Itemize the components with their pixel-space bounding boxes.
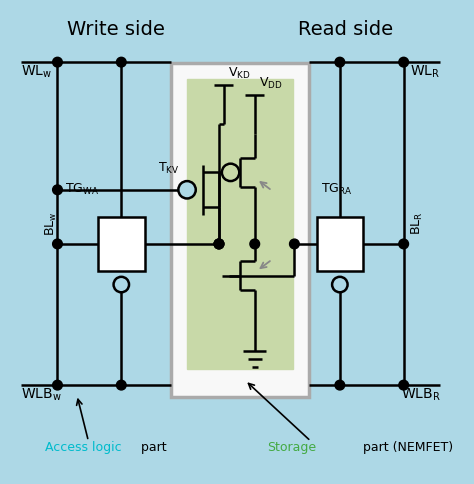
Circle shape — [290, 239, 299, 249]
Text: Storage: Storage — [267, 441, 316, 454]
Text: WL$_\mathsf{w}$: WL$_\mathsf{w}$ — [21, 64, 52, 80]
Text: BL$_\mathsf{R}$: BL$_\mathsf{R}$ — [410, 212, 425, 235]
Circle shape — [335, 57, 345, 67]
Circle shape — [53, 239, 62, 249]
Text: part (NEMFET): part (NEMFET) — [359, 441, 453, 454]
Circle shape — [399, 380, 409, 390]
Text: WLB$_\mathsf{w}$: WLB$_\mathsf{w}$ — [21, 387, 62, 404]
Text: V$_\mathsf{KD}$: V$_\mathsf{KD}$ — [228, 66, 250, 81]
Circle shape — [114, 277, 129, 292]
Text: WLB$_\mathsf{R}$: WLB$_\mathsf{R}$ — [401, 387, 440, 404]
Circle shape — [335, 380, 345, 390]
Text: Read side: Read side — [298, 20, 393, 39]
Circle shape — [117, 380, 126, 390]
Circle shape — [53, 185, 62, 195]
Bar — [98, 217, 145, 271]
Text: T$_\mathsf{KV}$: T$_\mathsf{KV}$ — [158, 161, 180, 176]
Circle shape — [53, 57, 62, 67]
Text: Access logic: Access logic — [46, 441, 122, 454]
Circle shape — [250, 239, 260, 249]
Circle shape — [214, 239, 224, 249]
Text: TG$_\mathsf{WA}$: TG$_\mathsf{WA}$ — [65, 182, 99, 197]
Bar — [187, 78, 293, 369]
Text: TG$_\mathsf{RA}$: TG$_\mathsf{RA}$ — [320, 182, 352, 197]
Text: Write side: Write side — [66, 20, 164, 39]
Circle shape — [53, 380, 62, 390]
Circle shape — [214, 239, 224, 249]
Circle shape — [332, 277, 347, 292]
Circle shape — [399, 239, 409, 249]
Circle shape — [399, 57, 409, 67]
Text: BL$_\mathsf{w}$: BL$_\mathsf{w}$ — [44, 212, 59, 236]
Text: part: part — [137, 441, 166, 454]
Text: V$_\mathsf{DD}$: V$_\mathsf{DD}$ — [259, 76, 283, 91]
Circle shape — [178, 181, 196, 198]
Text: WL$_\mathsf{R}$: WL$_\mathsf{R}$ — [410, 64, 440, 80]
Bar — [317, 217, 363, 271]
Circle shape — [214, 239, 224, 249]
Circle shape — [117, 57, 126, 67]
Bar — [171, 63, 309, 397]
Circle shape — [222, 164, 239, 181]
